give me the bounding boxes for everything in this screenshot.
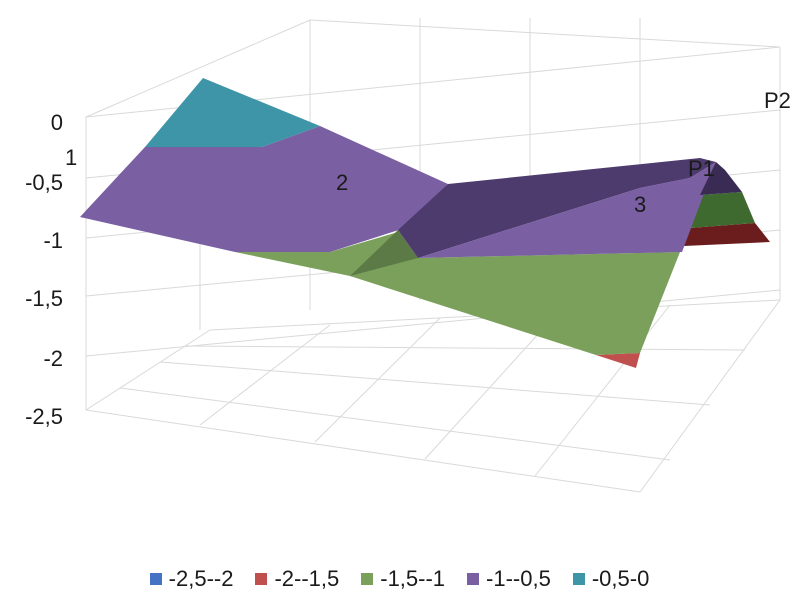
surface-band-neg1_5-neg1-dark (350, 230, 418, 276)
surface-band-neg1-neg0_5-dark (398, 158, 716, 258)
legend-swatch (467, 573, 480, 585)
z-tick-label: -2,5 (25, 404, 63, 429)
z-tick-label: -2 (43, 346, 63, 371)
surface-band-neg0_5-0 (145, 78, 320, 147)
chart-legend: -2,5--2 -2--1,5 -1,5--1 -1--0,5 -0,5-0 (0, 566, 799, 592)
legend-item: -1,5--1 (361, 568, 445, 590)
surface-band-neg1-neg0_5-right (418, 162, 716, 258)
legend-swatch (572, 573, 585, 585)
surface-band-neg1-neg0_5-tip (700, 162, 742, 195)
legend-swatch (361, 573, 374, 585)
z-tick-label: -0,5 (25, 170, 63, 195)
legend-label: -2--1,5 (274, 566, 340, 591)
surface-band-neg1_5-neg1-right (690, 192, 755, 228)
surface (80, 78, 770, 368)
legend-label: -1--0,5 (486, 566, 551, 591)
legend-label: -2,5--2 (168, 566, 234, 591)
surface-labels: 1 2 3 P1 P2 (65, 88, 791, 217)
surface-band-neg1_5-neg1-front (235, 232, 680, 355)
surface-band-neg1-neg0_5-left (80, 126, 448, 252)
legend-swatch (255, 573, 268, 585)
series-label: P1 (688, 156, 715, 181)
legend-item: -2--1,5 (255, 568, 339, 590)
legend-label: -1,5--1 (380, 566, 446, 591)
z-tick-label: -1,5 (25, 286, 63, 311)
legend-swatch (149, 573, 162, 585)
z-tick-label: -1 (43, 228, 63, 253)
legend-item: -2,5--2 (149, 566, 234, 591)
z-tick-label: 0 (51, 110, 63, 135)
series-label: P2 (764, 88, 791, 113)
legend-item: -0,5-0 (572, 566, 650, 591)
legend-label: -0,5-0 (591, 566, 650, 591)
category-label: 2 (336, 170, 348, 195)
surface-band-neg2-neg1_5-front (596, 353, 640, 368)
surface-band-neg2-neg1_5-right (684, 223, 770, 246)
category-label: 1 (65, 145, 77, 170)
category-label: 3 (634, 192, 646, 217)
z-axis: 0 -0,5 -1 -1,5 -2 -2,5 (25, 110, 63, 429)
legend-item: -1--0,5 (467, 568, 551, 590)
